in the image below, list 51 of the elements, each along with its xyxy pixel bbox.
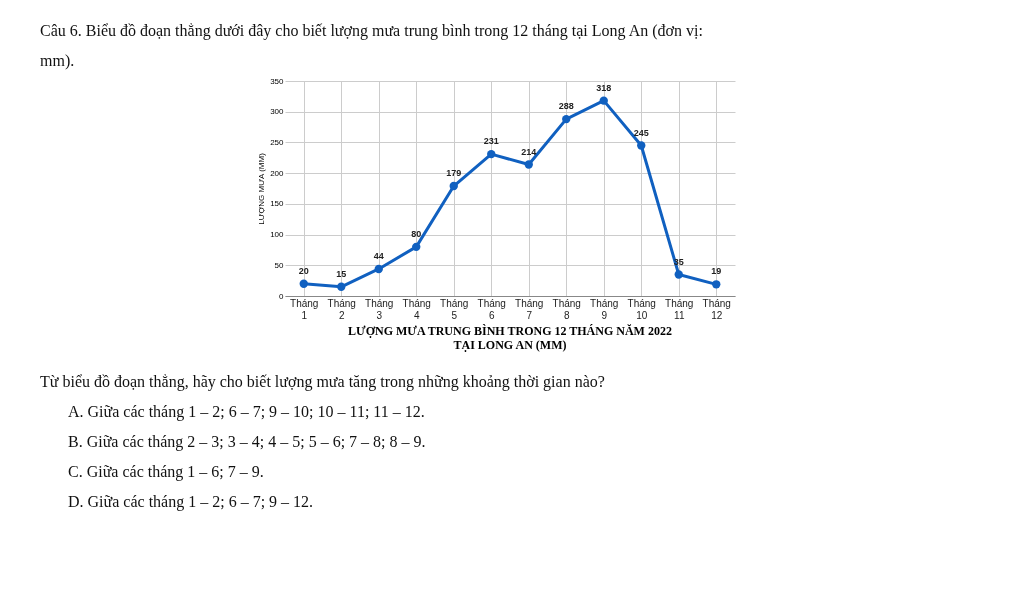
point bbox=[674, 270, 683, 279]
x-tick-label: Tháng 6 bbox=[477, 297, 506, 321]
y-tick-label: 0 bbox=[279, 291, 285, 301]
point bbox=[299, 279, 308, 288]
x-tick-label: Tháng 7 bbox=[515, 297, 544, 321]
data-label: 19 bbox=[711, 266, 722, 277]
point bbox=[412, 242, 421, 252]
point bbox=[337, 282, 346, 291]
x-tick-label: Tháng 11 bbox=[665, 297, 694, 321]
x-tick-label: Tháng 10 bbox=[627, 297, 656, 321]
x-tick-label: Tháng 5 bbox=[440, 297, 469, 321]
y-tick-label: 300 bbox=[270, 107, 285, 117]
point bbox=[712, 280, 721, 289]
data-label: 80 bbox=[411, 228, 422, 239]
data-label: 179 bbox=[446, 168, 462, 179]
data-label: 288 bbox=[558, 101, 574, 112]
y-tick-label: 50 bbox=[274, 260, 285, 270]
data-label: 214 bbox=[521, 146, 537, 157]
text: Câu 6. Biểu đồ đoạn thẳng dưới đây cho biết lượng mưa trung bình trong 12 tháng tại Long An (đơn vị: mm). bbox=[40, 22, 703, 70]
point bbox=[449, 181, 458, 191]
x-tick-label: Tháng 12 bbox=[702, 297, 731, 321]
text: A. Giữa các tháng 1 – 2; 6 – 7; 9 – 10; 10 – 11; 11 – 12. bbox=[68, 403, 425, 421]
point bbox=[374, 264, 383, 274]
data-label: 20 bbox=[298, 265, 309, 276]
text: D. Giữa các tháng 1 – 2; 6 – 7; 9 – 12. bbox=[68, 493, 314, 511]
y-tick-label: 100 bbox=[270, 230, 285, 240]
y-axis-title: LƯỢNG MƯA (MM) bbox=[257, 152, 267, 225]
text: B. Giữa các tháng 2 – 3; 3 – 4; 4 – 5; 5 – 6; 7 – 8; 8 – 9. bbox=[68, 433, 426, 451]
x-tick-label: Tháng 1 bbox=[290, 297, 319, 321]
y-tick-label: 150 bbox=[270, 199, 285, 209]
x-tick-label: Tháng 9 bbox=[590, 297, 619, 321]
x-tick-label: Tháng 2 bbox=[327, 297, 356, 321]
point bbox=[562, 114, 571, 124]
point bbox=[637, 141, 646, 150]
x-tick-label: Tháng 3 bbox=[365, 297, 394, 321]
text: LƯỢNG MƯA TRUNG BÌNH TRONG 12 THÁNG NĂM 2022 TẠI LONG AN (MM) bbox=[348, 324, 672, 352]
data-label: 245 bbox=[633, 127, 649, 138]
point bbox=[524, 160, 533, 169]
text: Từ biểu đồ đoạn thẳng, hãy cho biết lượng mưa tăng trong những khoảng thời gian nào? bbox=[40, 373, 605, 391]
point bbox=[599, 96, 608, 105]
data-label: 318 bbox=[596, 82, 612, 93]
x-tick-label: Tháng 8 bbox=[552, 297, 581, 321]
data-label: 231 bbox=[483, 136, 499, 147]
data-label: 44 bbox=[373, 250, 384, 261]
point bbox=[487, 149, 496, 159]
y-tick-label: 350 bbox=[270, 76, 285, 86]
text: C. Giữa các tháng 1 – 6; 7 – 9. bbox=[68, 463, 264, 481]
y-tick-label: 250 bbox=[270, 137, 285, 147]
data-label: 15 bbox=[336, 268, 347, 279]
x-tick-label: Tháng 4 bbox=[402, 297, 431, 321]
y-tick-label: 200 bbox=[270, 168, 285, 178]
